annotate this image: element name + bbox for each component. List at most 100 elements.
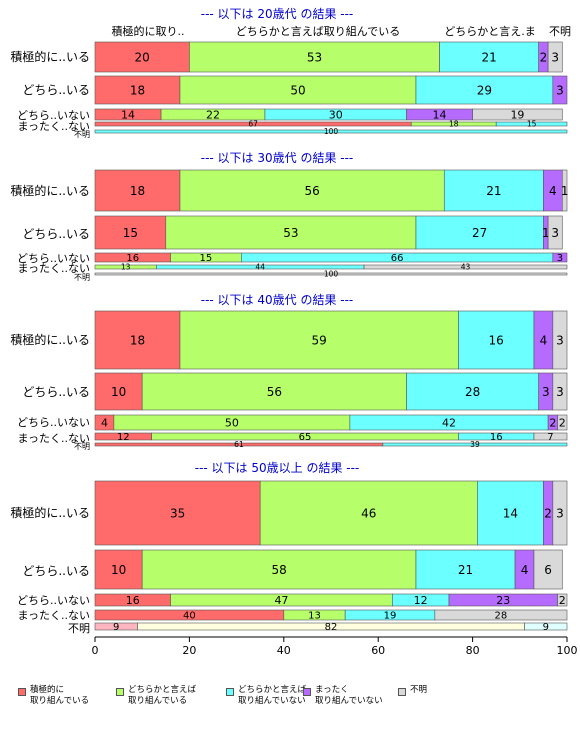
- row-label: まったく..ない: [17, 609, 90, 622]
- row-label: 不明: [74, 273, 90, 282]
- legend-item: どちらかと言えば 取り組んでいる: [116, 685, 196, 707]
- bar-segment: [458, 310, 535, 370]
- legend-swatch: [303, 688, 311, 696]
- data-label: 56: [304, 184, 319, 198]
- legend-swatch: [398, 688, 406, 696]
- data-label: 16: [126, 594, 140, 607]
- data-label: 13: [121, 263, 131, 272]
- data-label: 2: [544, 506, 552, 520]
- row-label: どちら..いない: [17, 252, 90, 265]
- bar-segment: [434, 609, 568, 621]
- row-label: まったく..ない: [17, 262, 90, 275]
- data-label: 18: [130, 333, 145, 347]
- row-label: どちら..いる: [22, 564, 90, 578]
- data-label: 28: [465, 385, 480, 399]
- data-label: 21: [458, 563, 473, 577]
- data-label: 3: [542, 385, 550, 399]
- bar-segment: [179, 169, 445, 212]
- header-label: 積極的に取り..: [112, 24, 185, 38]
- x-tick-label: 20: [182, 644, 196, 657]
- data-label: 19: [510, 108, 524, 121]
- row-label: 積極的に..いる: [10, 332, 90, 347]
- panel-title: --- 以下は 50歳以上 の結果 ---: [195, 461, 360, 475]
- bar-segment: [94, 272, 568, 276]
- data-label: 16: [489, 333, 504, 347]
- bar-segment: [495, 121, 568, 127]
- legend-label: 積極的に 取り組んでいる: [30, 685, 90, 706]
- bar-segment: [439, 41, 539, 73]
- data-label: 9: [543, 622, 549, 633]
- bar-segment: [552, 310, 568, 370]
- bar-segment: [94, 75, 181, 105]
- legend-item: まったく 取り組んでいない: [303, 685, 383, 707]
- legend-swatch: [116, 688, 124, 696]
- data-label: 67: [248, 120, 258, 129]
- row-label: 積極的に..いる: [10, 183, 90, 198]
- bar-segment: [94, 129, 568, 134]
- data-label: 18: [130, 83, 145, 97]
- data-label: 61: [234, 440, 244, 449]
- bar-segment: [561, 169, 568, 212]
- legend-item: 積極的に 取り組んでいる: [18, 685, 89, 707]
- data-label: 30: [329, 108, 343, 121]
- data-label: 2: [549, 416, 556, 429]
- bar-segment: [94, 215, 167, 250]
- bar-segment: [382, 442, 568, 447]
- data-label: 14: [503, 506, 518, 520]
- bar-segment: [547, 215, 563, 250]
- row-label: どちら..いる: [22, 385, 90, 399]
- bar-segment: [94, 480, 261, 546]
- bar-segment: [552, 372, 568, 411]
- panel-title: --- 以下は 30歳代 の結果 ---: [201, 151, 354, 165]
- data-label: 47: [274, 594, 288, 607]
- data-label: 2: [559, 416, 566, 429]
- data-label: 15: [123, 226, 138, 240]
- data-label: 50: [225, 416, 239, 429]
- legend-label: どちらかと言えば 取り組んでいる: [128, 685, 197, 706]
- data-label: 3: [551, 50, 559, 64]
- legend-label: まったく 取り組んでいない: [315, 685, 383, 706]
- data-label: 100: [324, 270, 339, 279]
- x-tick-label: 0: [92, 644, 99, 657]
- bar-segment: [189, 41, 440, 73]
- data-label: 16: [490, 432, 503, 443]
- bar-segment: [415, 215, 544, 250]
- data-label: 21: [481, 50, 496, 64]
- data-label: 59: [312, 333, 327, 347]
- data-label: 53: [283, 226, 298, 240]
- bar-segment: [363, 264, 568, 270]
- data-label: 12: [414, 594, 428, 607]
- data-label: 22: [206, 108, 220, 121]
- legend-item: どちらかと言えば 取り組んでいない: [226, 685, 306, 707]
- data-label: 39: [470, 440, 480, 449]
- data-label: 7: [547, 432, 553, 443]
- row-label: 不明: [74, 130, 90, 139]
- data-label: 14: [121, 108, 135, 121]
- bar-segment: [472, 108, 563, 121]
- bar-segment: [179, 75, 417, 105]
- data-label: 40: [183, 611, 196, 622]
- x-tick-label: 80: [466, 644, 480, 657]
- data-label: 3: [556, 506, 564, 520]
- panel-title: --- 以下は 20歳代 の結果 ---: [201, 7, 354, 21]
- data-label: 2: [559, 594, 566, 607]
- data-label: 1: [542, 226, 550, 240]
- header-label: どちらかと言えば取り組んでいる: [236, 25, 400, 38]
- row-label: どちら..いない: [17, 416, 90, 429]
- data-label: 66: [391, 253, 404, 264]
- row-label: 積極的に..いる: [10, 49, 90, 64]
- bar-segment: [557, 593, 568, 607]
- data-label: 53: [307, 50, 322, 64]
- legend-item: 不明: [398, 685, 427, 696]
- data-label: 43: [461, 263, 471, 272]
- x-tick-label: 60: [371, 644, 385, 657]
- data-label: 44: [255, 263, 265, 272]
- data-label: 82: [325, 622, 338, 633]
- bar-segment: [415, 75, 554, 105]
- row-label: どちら..いる: [22, 83, 90, 97]
- data-label: 3: [556, 83, 564, 97]
- data-label: 15: [200, 253, 213, 264]
- row-label: どちら..いる: [22, 227, 90, 241]
- data-label: 3: [556, 385, 564, 399]
- data-label: 3: [557, 253, 563, 264]
